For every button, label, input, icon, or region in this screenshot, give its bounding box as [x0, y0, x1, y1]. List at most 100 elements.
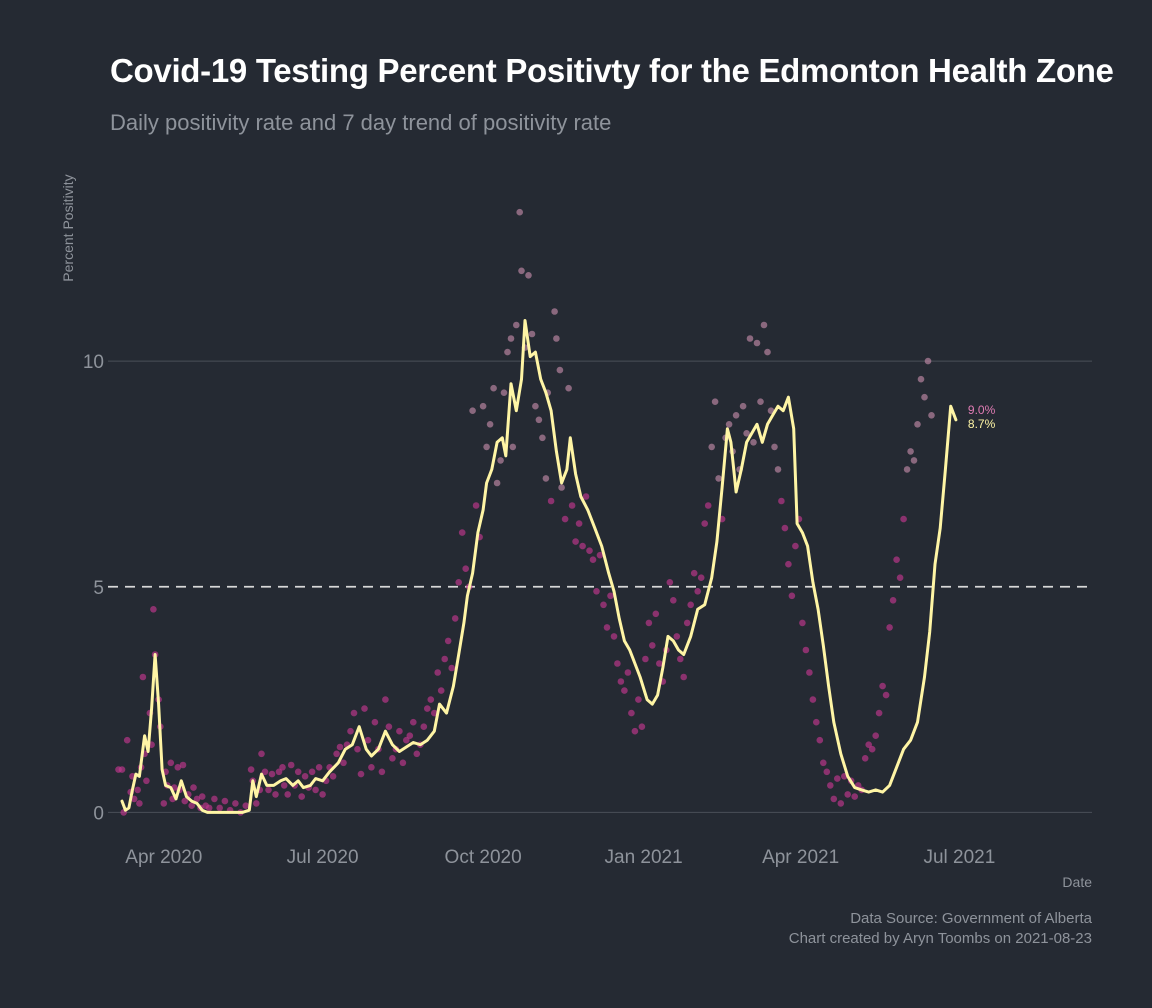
daily-point — [294, 768, 302, 776]
daily-point — [624, 669, 632, 676]
daily-point — [279, 764, 286, 771]
daily-point — [528, 330, 536, 338]
daily-point — [458, 529, 466, 536]
daily-point — [879, 682, 886, 690]
daily-point — [607, 592, 614, 600]
daily-point — [614, 660, 621, 667]
daily-point — [451, 615, 459, 622]
daily-point — [542, 475, 550, 482]
daily-point — [242, 802, 250, 809]
daily-point — [628, 709, 635, 717]
daily-point — [785, 560, 792, 568]
daily-point — [907, 448, 914, 455]
x-tick-label: Jul 2021 — [923, 847, 995, 868]
y-tick-label: 0 — [93, 803, 104, 824]
daily-point — [188, 802, 195, 809]
caption-credit: Chart created by Aryn Toombs on 2021-08-… — [788, 930, 1092, 947]
chart-caption: Data Source: Government of Alberta Chart… — [789, 909, 1092, 949]
daily-point — [336, 743, 344, 751]
daily-point — [424, 705, 431, 712]
daily-point — [385, 723, 393, 730]
daily-point — [917, 375, 925, 383]
daily-point — [427, 696, 435, 703]
daily-point — [600, 601, 607, 609]
daily-point — [820, 759, 827, 767]
daily-point — [472, 502, 480, 509]
daily-point — [448, 664, 456, 672]
daily-point — [211, 795, 218, 803]
daily-point — [308, 768, 316, 776]
daily-point — [774, 466, 782, 473]
daily-point — [656, 660, 663, 667]
daily-point — [565, 384, 572, 392]
daily-point — [816, 736, 824, 744]
daily-point — [753, 339, 761, 347]
daily-point — [509, 443, 517, 451]
daily-point — [437, 687, 445, 694]
daily-point — [479, 402, 487, 410]
daily-point — [347, 727, 354, 735]
daily-point — [558, 484, 565, 491]
daily-point — [652, 610, 660, 618]
chart-title: Covid-19 Testing Percent Positivty for t… — [110, 52, 1114, 89]
daily-point — [298, 793, 306, 800]
daily-point — [708, 443, 715, 451]
daily-point — [469, 407, 476, 415]
daily-point — [673, 633, 681, 640]
daily-point — [760, 321, 768, 329]
daily-point — [357, 770, 365, 778]
daily-point — [910, 457, 918, 464]
daily-point — [868, 745, 876, 753]
y-axis-title: Percent Positivity — [60, 174, 76, 281]
daily-point — [743, 430, 750, 437]
daily-point — [268, 770, 276, 778]
daily-point — [621, 687, 628, 694]
daily-point — [455, 579, 463, 586]
daily-point — [778, 497, 785, 505]
daily-point — [582, 493, 590, 500]
daily-point — [928, 412, 935, 419]
daily-point — [767, 407, 775, 415]
daily-point — [750, 439, 757, 446]
daily-point — [610, 633, 618, 640]
daily-point — [802, 646, 810, 654]
daily-point — [350, 709, 358, 717]
daily-point — [715, 475, 722, 482]
daily-point — [596, 551, 604, 559]
daily-point — [764, 348, 771, 356]
daily-point — [198, 793, 206, 800]
y-tick-labels: 0 5 10 — [83, 352, 104, 824]
daily-point — [150, 606, 157, 613]
daily-point — [586, 547, 593, 554]
caption-source: Data Source: Government of Alberta — [850, 910, 1092, 927]
daily-point — [806, 669, 813, 676]
daily-point — [284, 791, 292, 798]
daily-point — [232, 800, 239, 807]
daily-point — [340, 759, 347, 767]
daily-point — [666, 579, 674, 586]
daily-point — [921, 393, 928, 401]
daily-point — [167, 759, 175, 767]
daily-point — [809, 696, 817, 703]
x-tick-labels: Apr 2020 Jul 2020 Oct 2020 Jan 2021 Apr 2021… — [125, 847, 995, 868]
daily-point — [205, 804, 213, 812]
daily-point — [638, 723, 646, 730]
daily-point — [490, 384, 497, 392]
daily-point — [252, 800, 260, 807]
daily-point — [265, 786, 272, 794]
daily-point — [258, 750, 265, 758]
daily-point — [875, 709, 883, 717]
daily-point — [670, 597, 677, 604]
daily-point — [319, 791, 326, 798]
daily-point — [160, 800, 168, 807]
daily-point — [568, 502, 576, 509]
daily-point — [272, 791, 279, 798]
daily-point — [551, 308, 558, 315]
daily-point — [333, 750, 340, 758]
daily-point — [579, 542, 586, 550]
x-tick-label: Jan 2021 — [605, 847, 683, 868]
daily-point — [315, 764, 323, 771]
daily-point — [556, 366, 564, 374]
end-label-trend: 8.7% — [968, 417, 996, 431]
